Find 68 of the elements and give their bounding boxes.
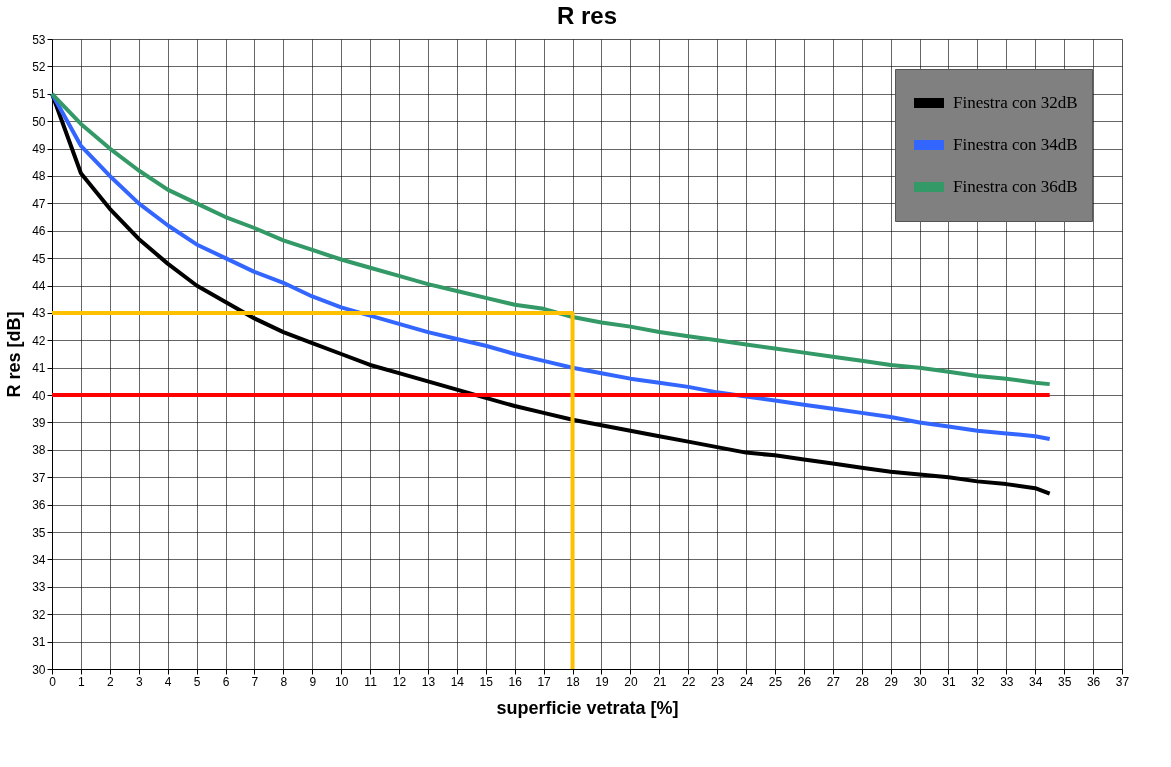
y-tick-label: 39 [32,415,46,430]
x-tick-label: 12 [392,674,407,689]
x-tick-label: 0 [49,674,57,689]
x-tick-label: 18 [566,674,581,689]
x-tick-label: 7 [251,674,259,689]
x-tick-label: 15 [479,674,494,689]
chart-title: R res [556,2,618,29]
y-tick-label: 42 [32,333,46,348]
x-tick-label: 28 [855,674,870,689]
x-tick-label: 2 [106,674,114,689]
x-tick-label: 14 [450,674,465,689]
y-tick-label: 32 [32,607,46,622]
x-tick-label: 1 [78,674,86,689]
legend-label: Finestra con 34dB [953,135,1078,154]
x-tick-label: 32 [971,674,985,689]
y-tick-label: 35 [32,525,46,540]
y-tick-label: 34 [32,552,46,567]
y-tick-label: 52 [32,59,46,74]
x-tick-label: 4 [164,674,172,689]
x-tick-label: 26 [797,674,812,689]
y-tick-label: 47 [32,196,46,211]
x-tick-label: 6 [222,674,230,689]
x-tick-label: 29 [884,674,899,689]
x-tick-label: 8 [280,674,288,689]
x-tick-label: 35 [1057,674,1072,689]
y-tick-label: 33 [32,580,46,595]
y-tick-label: 51 [32,87,46,102]
x-tick-label: 25 [768,674,783,689]
y-tick-label: 46 [32,224,46,239]
x-tick-label: 5 [193,674,201,689]
x-tick-label: 33 [1000,674,1014,689]
x-axis-title: superficie vetrata [%] [496,697,679,718]
x-tick-label: 13 [421,674,436,689]
x-tick-label: 3 [135,674,143,689]
x-tick-label: 30 [913,674,928,689]
x-tick-label: 23 [710,674,725,689]
y-tick-label: 40 [32,388,46,403]
x-tick-label: 34 [1029,674,1043,689]
y-axis-title: R res [dB] [4,311,25,398]
x-tick-label: 17 [537,674,552,689]
y-tick-label: 37 [32,470,46,485]
y-tick-label: 50 [32,114,46,129]
x-tick-label: 21 [653,674,667,689]
y-tick-label: 48 [32,169,46,184]
y-tick-label: 31 [32,635,46,650]
x-tick-label: 19 [595,674,609,689]
y-tick-label: 45 [32,251,46,266]
x-tick-label: 16 [508,674,523,689]
x-tick-label: 37 [1115,674,1130,689]
legend-label: Finestra con 32dB [953,93,1078,112]
x-tick-label: 31 [942,674,956,689]
y-tick-label: 43 [32,306,46,321]
y-tick-label: 30 [32,662,46,677]
x-tick-label: 36 [1086,674,1101,689]
x-tick-label: 9 [309,674,317,689]
y-tick-label: 41 [32,361,46,376]
x-tick-label: 20 [624,674,638,689]
y-tick-label: 36 [32,498,46,513]
x-tick-label: 10 [335,674,349,689]
x-tick-label: 24 [739,674,754,689]
y-tick-label: 44 [32,279,46,294]
y-tick-label: 38 [32,443,46,458]
y-tick-label: 53 [32,32,46,47]
legend-label: Finestra con 36dB [953,177,1078,196]
x-tick-label: 22 [682,674,696,689]
x-tick-label: 11 [364,674,378,689]
x-tick-label: 27 [826,674,841,689]
y-tick-label: 49 [32,142,46,157]
